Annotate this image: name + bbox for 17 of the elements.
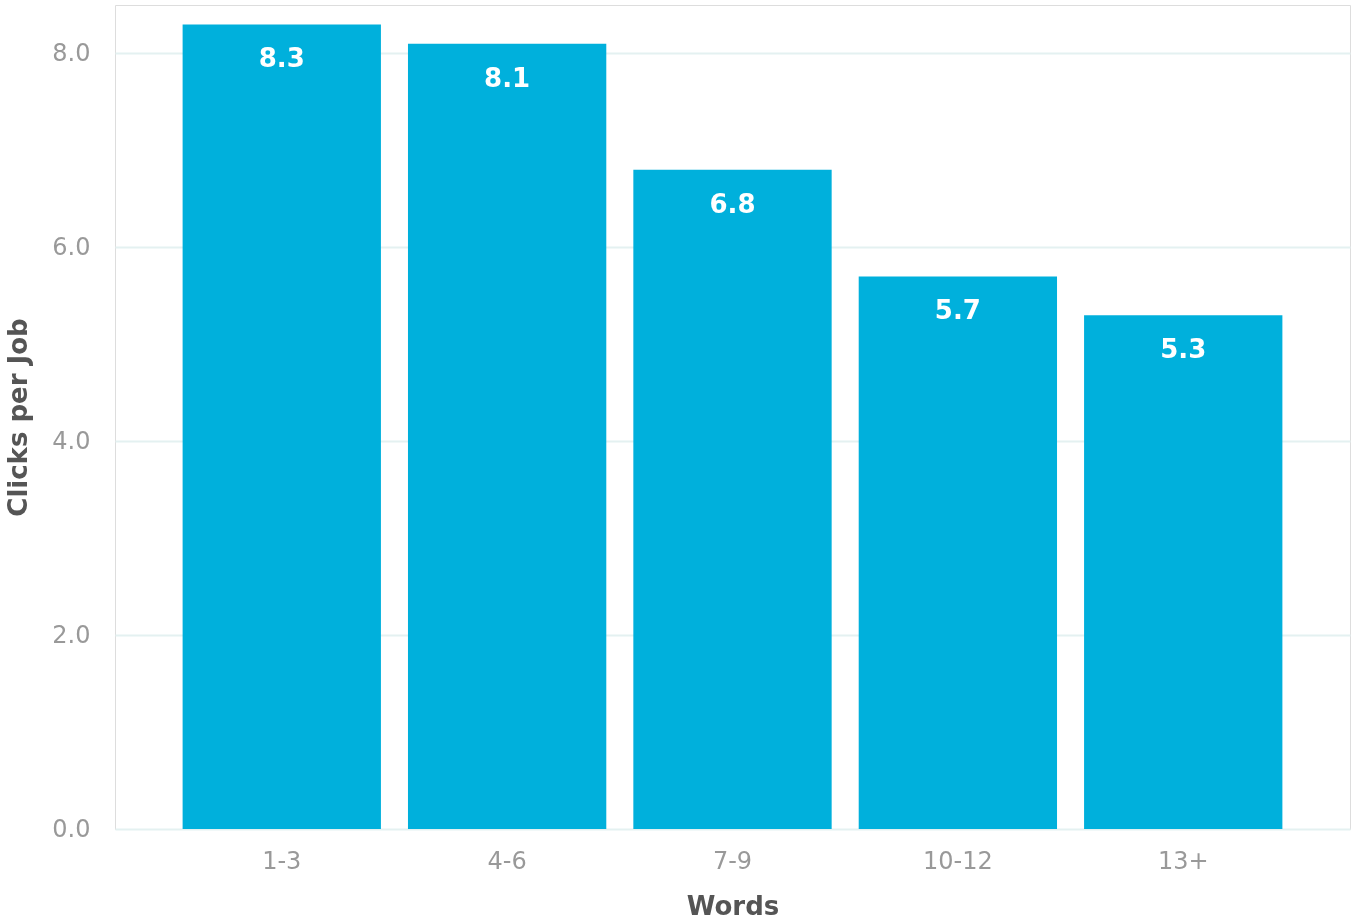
x-tick-label: 4-6 [487,846,527,875]
data-label: 8.3 [258,43,305,74]
y-tick-label: 6.0 [52,232,91,261]
data-label: 6.8 [709,188,756,219]
x-axis-title: Words [686,890,780,921]
y-tick-label: 0.0 [52,814,91,843]
x-tick-label: 1-3 [262,846,302,875]
y-tick-label: 2.0 [52,620,91,649]
x-tick-label: 7-9 [712,846,753,875]
x-tick-label: 13+ [1157,846,1209,875]
data-label: 5.7 [934,295,981,326]
y-tick-label: 4.0 [52,426,91,455]
y-axis-title: Clicks per Job [3,318,34,517]
data-label: 5.3 [1160,334,1207,365]
y-tick-label: 8.0 [52,38,91,67]
x-tick-label: 10-12 [922,846,993,875]
data-label: 8.1 [484,62,531,93]
